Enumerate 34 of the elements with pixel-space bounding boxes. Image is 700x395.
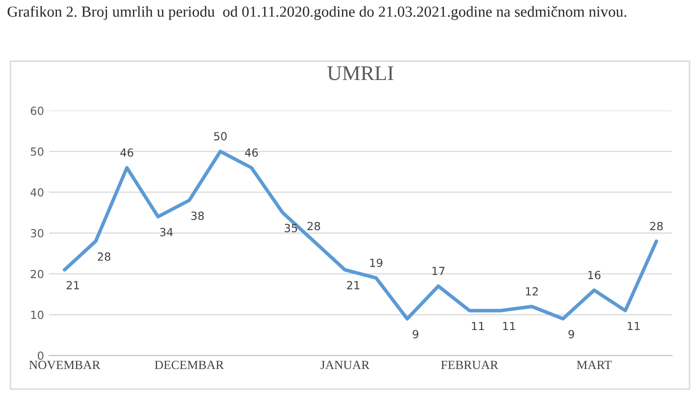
data-label: 9	[412, 330, 418, 338]
data-label: 46	[244, 148, 258, 157]
data-label: 35	[284, 224, 298, 232]
data-label: 28	[98, 252, 110, 261]
data-label: 34	[160, 228, 173, 236]
data-label: 46	[120, 148, 134, 157]
x-tick-label: NOVEMBAR	[29, 360, 100, 370]
y-tick-label: 60	[30, 106, 44, 115]
data-label: 28	[308, 222, 320, 230]
x-tick-label: MART	[576, 360, 612, 370]
y-tick-label: 30	[30, 229, 44, 238]
y-tick-label: 0	[38, 351, 44, 360]
data-label: 17	[432, 266, 444, 275]
data-label: 9	[568, 330, 574, 338]
x-tick-label: DECEMBAR	[154, 360, 224, 370]
y-tick-label: 50	[30, 147, 44, 156]
data-label: 21	[66, 280, 79, 290]
data-label: 11	[503, 322, 516, 330]
data-label: 50	[214, 132, 227, 140]
data-label: 21	[347, 280, 360, 290]
x-tick-label: FEBRUAR	[441, 360, 498, 370]
y-tick-label: 10	[31, 310, 44, 320]
y-tick-label: 40	[30, 188, 44, 197]
text: Grafikon 2. Broj umrlih u periodu od 01.11.2020.godine do 21.03.2021.godine na sedmičnom nivou.	[8, 6, 626, 20]
data-label: 28	[650, 222, 663, 230]
data-label: 19	[370, 258, 382, 267]
y-tick-label: 20	[30, 270, 44, 278]
data-label: 38	[191, 212, 204, 220]
x-tick-label: JANUAR	[320, 360, 370, 370]
data-label: 12	[526, 287, 538, 296]
data-label: 11	[628, 322, 640, 330]
data-label: 11	[472, 322, 484, 330]
chart-title: UMRLI	[327, 66, 394, 80]
data-label: 16	[588, 270, 600, 280]
